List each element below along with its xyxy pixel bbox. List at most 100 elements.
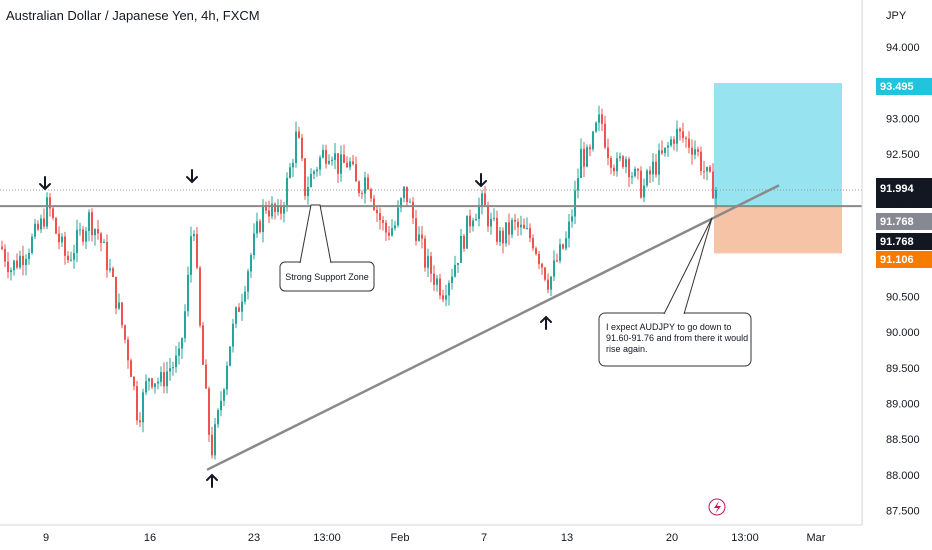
candle — [634, 168, 636, 177]
candle — [331, 159, 333, 161]
candle — [154, 383, 156, 388]
candle — [391, 228, 393, 236]
candle — [631, 176, 633, 178]
candle — [259, 221, 261, 233]
candle — [193, 234, 195, 237]
candle — [4, 249, 6, 262]
candle — [496, 217, 498, 242]
candle — [448, 282, 450, 296]
candle — [475, 219, 477, 221]
candle — [412, 201, 414, 219]
candle — [175, 355, 177, 368]
candle — [262, 205, 264, 233]
candle — [526, 228, 528, 230]
candle — [103, 241, 105, 243]
candle — [532, 238, 534, 249]
candle — [397, 207, 399, 226]
candle — [37, 223, 39, 230]
price-label: 91.768 — [880, 236, 914, 248]
candle — [70, 259, 72, 261]
arrow-up-icon — [206, 473, 218, 488]
price-label-bg — [876, 213, 932, 230]
candle — [340, 154, 342, 174]
candle — [307, 187, 309, 196]
candle — [451, 276, 453, 283]
candle — [97, 229, 99, 234]
candle — [571, 216, 573, 222]
candle — [520, 224, 522, 228]
candle — [199, 267, 201, 326]
candle — [346, 162, 348, 168]
candle — [322, 149, 324, 158]
candle — [142, 392, 144, 423]
candle — [562, 244, 564, 249]
candle — [505, 222, 507, 244]
candle — [289, 167, 291, 178]
candle — [310, 173, 312, 188]
candle — [355, 164, 357, 182]
candle — [235, 307, 237, 324]
candle — [22, 255, 24, 265]
candle — [226, 365, 228, 390]
candle — [658, 150, 660, 175]
candle — [490, 218, 492, 227]
candle — [511, 219, 513, 235]
candle — [109, 268, 111, 271]
candle — [208, 388, 210, 435]
candle — [628, 159, 630, 178]
candle — [124, 325, 126, 340]
candle — [184, 311, 186, 339]
candle — [430, 256, 432, 274]
candle — [643, 185, 645, 198]
candle — [697, 149, 699, 152]
candle — [649, 170, 651, 175]
candle — [661, 150, 663, 154]
candle — [625, 159, 627, 167]
candle — [94, 229, 96, 236]
candle — [709, 166, 711, 172]
candle — [613, 167, 615, 172]
y-tick-label: 92.500 — [886, 149, 920, 161]
candle — [40, 218, 42, 230]
candle — [73, 253, 75, 260]
candle — [664, 147, 666, 154]
candle — [187, 274, 189, 312]
candle — [178, 348, 180, 356]
candle — [265, 205, 267, 211]
x-tick-label: 23 — [248, 532, 260, 544]
price-label-bg — [876, 178, 932, 208]
candle — [523, 224, 525, 229]
candle — [676, 128, 678, 144]
price-label: 91.768 — [880, 216, 914, 228]
candle — [277, 205, 279, 212]
candle — [652, 161, 654, 175]
loss-zone — [714, 206, 842, 254]
candle — [316, 169, 318, 172]
candle — [100, 233, 102, 243]
candle — [574, 190, 576, 217]
candle — [112, 268, 114, 277]
price-label: 91.106 — [880, 254, 914, 266]
candle — [655, 161, 657, 175]
candle — [670, 139, 672, 146]
candle — [424, 238, 426, 268]
candle — [616, 158, 618, 172]
annotations-layer: Strong Support Zone I expect AUDJPY to go… — [39, 169, 752, 516]
candle — [295, 131, 297, 163]
expectation-note-pointer — [663, 217, 713, 315]
candle — [400, 198, 402, 208]
candle — [196, 234, 198, 268]
candle — [538, 253, 540, 264]
candle — [415, 218, 417, 241]
candle — [544, 267, 546, 280]
candle — [604, 123, 606, 148]
arrow-up-icon — [540, 315, 552, 330]
candle — [580, 148, 582, 178]
candle — [223, 389, 225, 401]
candle — [28, 252, 30, 259]
arrow-down-icon — [475, 173, 487, 188]
candle — [502, 230, 504, 244]
profit-zone — [714, 83, 842, 207]
